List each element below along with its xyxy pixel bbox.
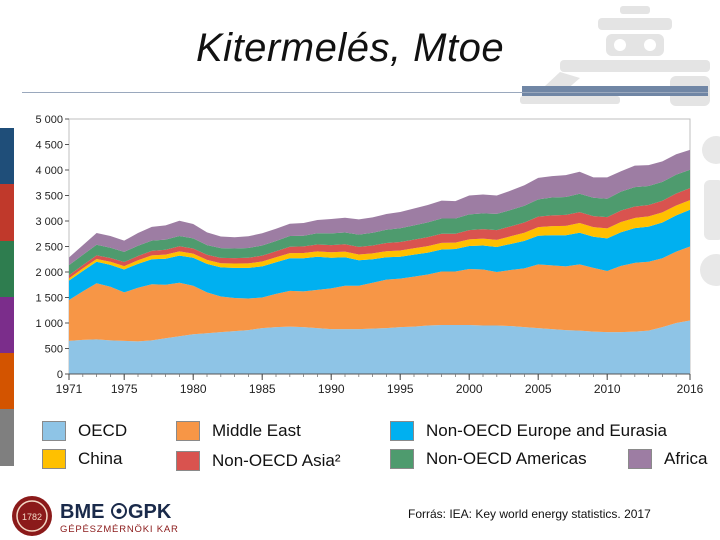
- legend-swatch-oecd: [42, 421, 66, 441]
- bme-gpk-logo: 1782 BME GPK GÉPÉSZMÉRNÖKI KAR: [12, 496, 179, 536]
- x-tick-label: 1971: [56, 382, 83, 396]
- area-series-non-oecd-americas: [69, 169, 690, 276]
- logo-seal-icon: [12, 496, 52, 536]
- y-tick-label: 500: [45, 344, 63, 356]
- title-accent-bar: [522, 86, 708, 96]
- watermark-side-ornament: [700, 136, 720, 286]
- logo-name-gpk: GPK: [128, 501, 172, 523]
- y-tick-label: 0: [57, 369, 63, 381]
- legend-item-non-oecd-europe-eurasia: Non-OECD Europe and Eurasia: [390, 421, 667, 441]
- y-tick-label: 4 500: [35, 140, 63, 152]
- area-series-middle-east: [69, 246, 690, 342]
- legend-item-non-oecd-americas: Non-OECD Americas: [390, 449, 587, 469]
- logo-subtitle: GÉPÉSZMÉRNÖKI KAR: [60, 524, 179, 535]
- y-tick-label: 1 500: [35, 293, 63, 305]
- y-tick-label: 2 000: [35, 267, 63, 279]
- x-tick-label: 1980: [180, 382, 207, 396]
- legend-item-non-oecd-asia: Non-OECD Asia²: [176, 451, 340, 471]
- stripe-green: [0, 240, 14, 297]
- production-area-chart: 0 500 1 000 1 500 2 000 2 500 3 000 3 500 4 000 4…: [35, 114, 704, 396]
- x-tick-label: 2005: [525, 382, 552, 396]
- legend-label-non-oecd-europe-eurasia: Non-OECD Europe and Eurasia: [426, 421, 667, 440]
- stripe-red: [0, 184, 14, 241]
- legend-label-non-oecd-asia: Non-OECD Asia²: [212, 451, 341, 470]
- gear-icon: [111, 503, 127, 519]
- x-tick-label: 1995: [387, 382, 414, 396]
- x-tick-label: 1975: [111, 382, 138, 396]
- source-note: Forrás: IEA: Key world energy statistics…: [408, 507, 651, 521]
- legend-label-oecd: OECD: [78, 421, 128, 440]
- legend-label-middle-east: Middle East: [212, 421, 301, 440]
- legend-item-oecd: OECD: [42, 421, 127, 441]
- legend-label-africa: Africa: [664, 449, 708, 468]
- legend-item-africa: Africa: [628, 449, 707, 469]
- y-tick-label: 3 500: [35, 191, 63, 203]
- legend-swatch-non-oecd-europe-eurasia: [390, 421, 414, 441]
- area-series-non-oecd-europe-and-eurasia: [69, 209, 690, 301]
- y-tick-label: 2 500: [35, 242, 63, 254]
- stripe-purple: [0, 296, 14, 354]
- legend-swatch-non-oecd-asia: [176, 451, 200, 471]
- legend-swatch-africa: [628, 449, 652, 469]
- legend-swatch-non-oecd-americas: [390, 449, 414, 469]
- legend-item-middle-east: Middle East: [176, 421, 301, 441]
- x-tick-label: 2016: [677, 382, 704, 396]
- y-tick-label: 5 000: [35, 114, 63, 126]
- x-tick-label: 2010: [594, 382, 621, 396]
- legend-swatch-middle-east: [176, 421, 200, 441]
- logo-seal-text: 1782: [22, 512, 42, 522]
- legend-item-china: China: [42, 449, 122, 469]
- slide-title: Kitermelés, Mtoe: [196, 26, 505, 70]
- stripe-orange: [0, 353, 14, 410]
- logo-name-bme: BME: [60, 501, 104, 523]
- title-rule: [22, 92, 708, 93]
- legend-swatch-china: [42, 449, 66, 469]
- y-tick-label: 3 000: [35, 216, 63, 228]
- y-tick-label: 1 000: [35, 318, 63, 330]
- y-tick-label: 4 000: [35, 165, 63, 177]
- x-tick-label: 2000: [456, 382, 483, 396]
- legend-label-china: China: [78, 449, 123, 468]
- stripe-gray: [0, 409, 14, 466]
- legend-label-non-oecd-americas: Non-OECD Americas: [426, 449, 587, 468]
- x-tick-label: 1990: [318, 382, 345, 396]
- area-series-oecd: [69, 320, 690, 374]
- side-color-stripes: [0, 128, 14, 466]
- x-tick-label: 1985: [249, 382, 276, 396]
- stripe-blue: [0, 128, 14, 185]
